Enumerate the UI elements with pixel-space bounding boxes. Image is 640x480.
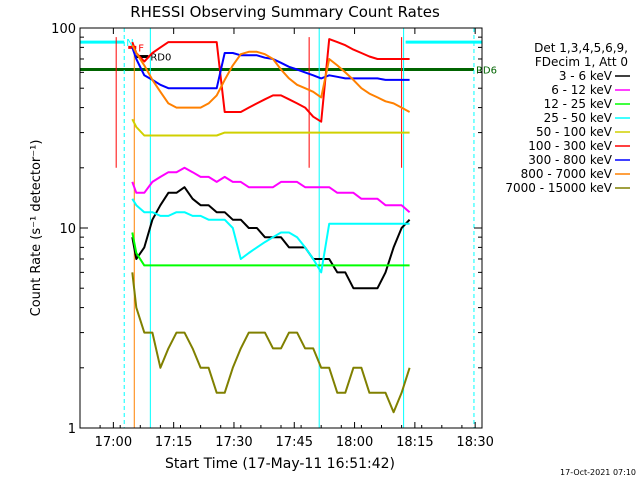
x-tick-label: 17:30 <box>215 435 252 450</box>
series-line-4 <box>131 118 410 137</box>
y-axis: 1 10 100 <box>51 22 482 437</box>
legend-label: 6 - 12 keV <box>551 83 613 97</box>
legend-label: 300 - 800 keV <box>528 153 612 167</box>
y-tick-label: 1 <box>68 422 76 437</box>
x-tick-label: 18:00 <box>336 435 373 450</box>
footer-timestamp: 17-Oct-2021 07:10 <box>560 468 636 477</box>
x-tick-label: 17:15 <box>155 435 192 450</box>
x-tick-label: 18:30 <box>456 435 493 450</box>
x-axis: 17:00 17:15 17:30 17:45 18:00 18:15 18:30 <box>79 28 494 450</box>
series-line-5 <box>131 38 410 123</box>
data-series <box>131 38 411 414</box>
x-tick-label: 18:15 <box>396 435 433 450</box>
y-tick-label: 10 <box>59 222 76 237</box>
y-axis-label: Count Rate (s⁻¹ detector⁻¹) <box>29 140 44 317</box>
series-line-3 <box>131 198 410 274</box>
legend-label: 100 - 300 keV <box>528 139 612 153</box>
y-tick-label: 100 <box>51 22 76 37</box>
x-axis-label: Start Time (17-May-11 16:51:42) <box>165 456 395 472</box>
series-line-6 <box>131 47 410 90</box>
legend-header: FDecim 1, Att 0 <box>535 55 628 69</box>
annotation-bar-label: F <box>138 43 144 54</box>
legend-label: 25 - 50 keV <box>544 111 613 125</box>
legend: Det 1,3,4,5,6,9,FDecim 1, Att 03 - 6 keV… <box>505 41 630 195</box>
legend-label: 3 - 6 keV <box>559 69 613 83</box>
annotation-bar-label: RD0 <box>150 53 171 64</box>
series-line-2 <box>131 232 410 267</box>
legend-label: 7000 - 15000 keV <box>505 181 612 195</box>
legend-label: 12 - 25 keV <box>544 97 613 111</box>
x-tick-label: 17:00 <box>95 435 132 450</box>
annotation-bar-label: N <box>126 38 133 49</box>
series-line-7 <box>131 44 411 113</box>
chart-title: RHESSI Observing Summary Count Rates <box>130 3 440 21</box>
series-line-1 <box>131 166 411 213</box>
legend-header: Det 1,3,4,5,6,9, <box>534 41 628 55</box>
x-tick-label: 17:45 <box>276 435 313 450</box>
legend-label: 50 - 100 keV <box>536 125 613 139</box>
legend-label: 800 - 7000 keV <box>521 167 613 181</box>
series-line-8 <box>131 272 411 414</box>
annotation-bar-label: RD6 <box>476 66 497 77</box>
series-line-0 <box>131 186 411 290</box>
